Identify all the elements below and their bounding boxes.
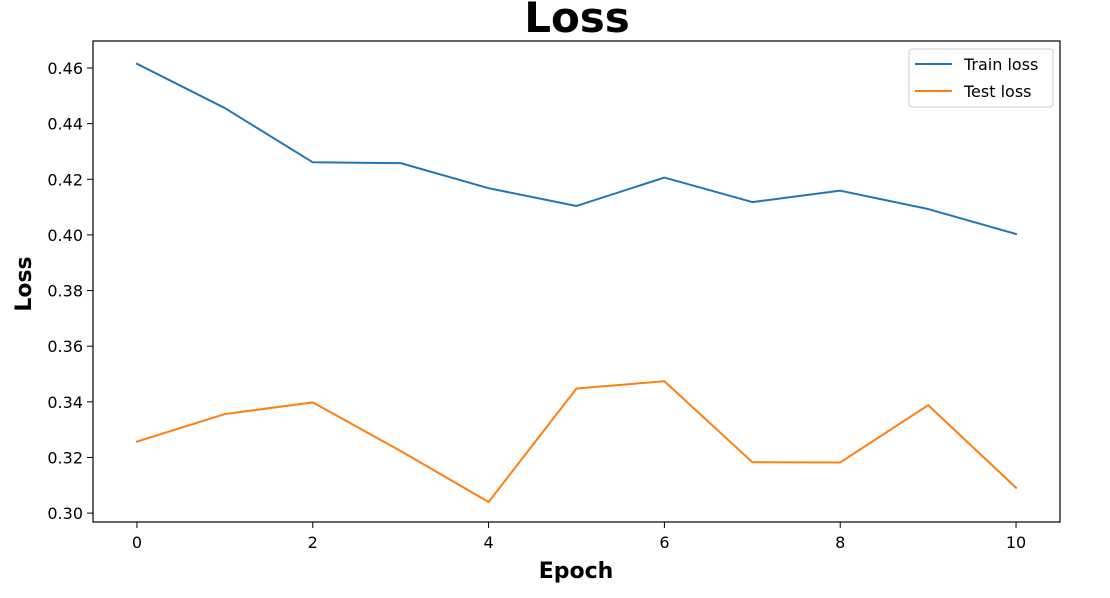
x-axis-ticks: 0 2 4 6 8 10 (132, 522, 1026, 552)
series-line-train-loss (135, 62, 1018, 236)
y-tick-label: 0.30 (47, 504, 83, 523)
x-tick-label: 0 (132, 533, 142, 552)
y-tick-label: 0.36 (47, 337, 83, 356)
legend: Train loss Test loss (908, 48, 1054, 108)
y-tick-label: 0.34 (47, 393, 83, 412)
plot-frame (92, 40, 1061, 523)
y-tick-label: 0.32 (47, 448, 83, 467)
y-tick-label: 0.44 (47, 115, 83, 134)
series-group (135, 62, 1018, 503)
y-axis-ticks: 0.30 0.32 0.34 0.36 0.38 0.40 0.42 0.44 0.46 (47, 59, 93, 523)
chart-title: Loss (524, 0, 630, 42)
series-line-test-loss (135, 380, 1018, 503)
x-tick-label: 6 (659, 533, 669, 552)
y-tick-label: 0.46 (47, 59, 83, 78)
x-tick-label: 4 (483, 533, 493, 552)
y-axis-title: Loss (12, 256, 37, 311)
legend-label: Test loss (963, 82, 1032, 101)
y-tick-label: 0.40 (47, 226, 83, 245)
plot-area (92, 40, 1061, 523)
x-tick-label: 2 (308, 533, 318, 552)
y-tick-label: 0.42 (47, 170, 83, 189)
y-tick-label: 0.38 (47, 282, 83, 301)
legend-label: Train loss (963, 55, 1038, 74)
x-tick-label: 8 (835, 533, 845, 552)
x-axis-title: Epoch (539, 559, 614, 584)
x-tick-label: 10 (1006, 533, 1026, 552)
